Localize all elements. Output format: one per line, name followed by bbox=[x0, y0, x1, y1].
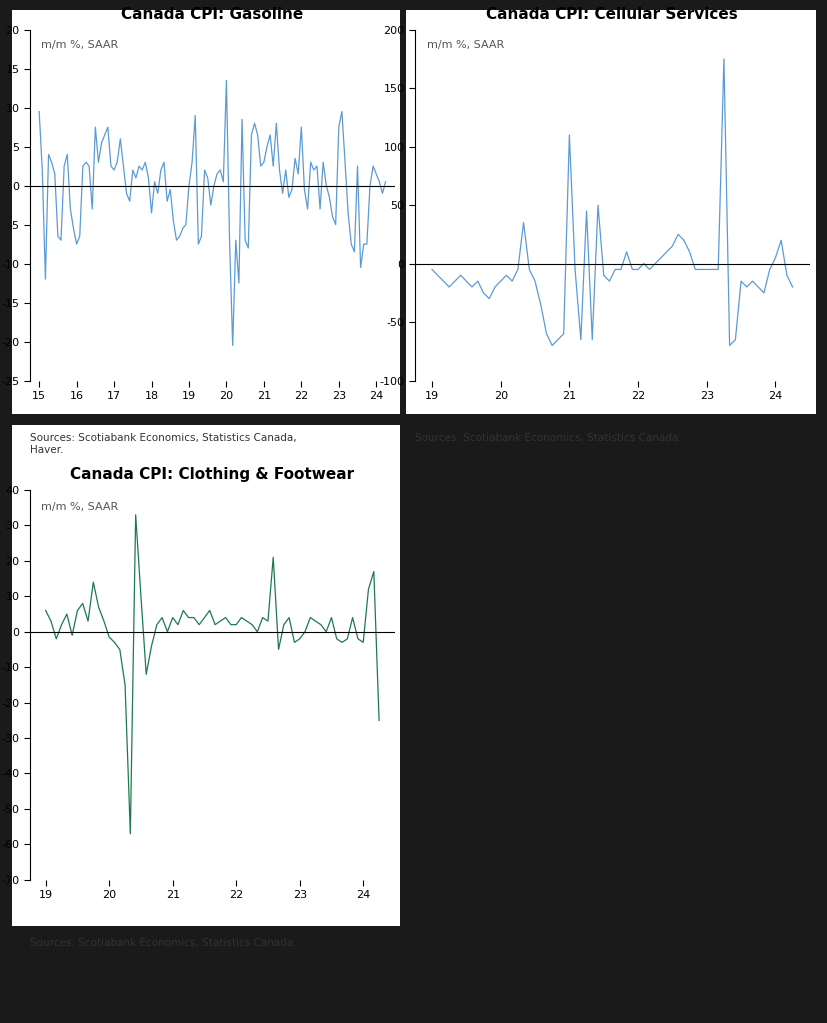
Title: Canada CPI: Clothing & Footwear: Canada CPI: Clothing & Footwear bbox=[70, 466, 354, 482]
Text: Sources: Scotiabank Economics, Statistics Canada.: Sources: Scotiabank Economics, Statistic… bbox=[30, 938, 296, 948]
Text: Sources: Scotiabank Economics, Statistics Canada.: Sources: Scotiabank Economics, Statistic… bbox=[414, 433, 681, 443]
Title: Canada CPI: Cellular Services: Canada CPI: Cellular Services bbox=[485, 6, 738, 21]
Title: Canada CPI: Gasoline: Canada CPI: Gasoline bbox=[121, 6, 304, 21]
Text: m/m %, SAAR: m/m %, SAAR bbox=[41, 501, 118, 512]
Text: Sources: Scotiabank Economics, Statistics Canada,
Haver.: Sources: Scotiabank Economics, Statistic… bbox=[30, 433, 296, 455]
Text: m/m %, SAAR: m/m %, SAAR bbox=[41, 40, 118, 50]
Text: m/m %, SAAR: m/m %, SAAR bbox=[426, 40, 504, 50]
